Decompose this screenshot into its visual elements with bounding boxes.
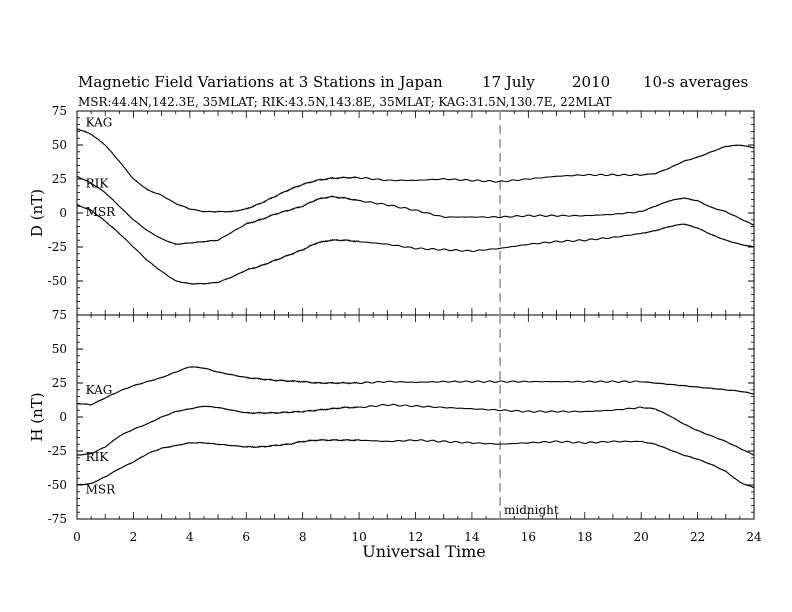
chart-title: Magnetic Field Variations at 3 Stations … [78,73,443,91]
h-ytick-label: -25 [48,444,67,458]
h-ytick-label: 75 [52,308,67,322]
h-ytick-label: -50 [48,478,67,492]
chart-year: 2010 [572,73,610,91]
x-tick-label: 18 [577,530,592,544]
d-axis-label: D (nT) [28,189,46,237]
h-ytick-label: 0 [59,410,67,424]
x-tick-label: 14 [464,530,480,544]
h-series-msr [76,438,755,489]
d-ytick-label: -25 [48,240,67,254]
x-tick-label: 16 [521,530,536,544]
x-tick-label: 6 [242,530,250,544]
midnight-label: midnight [504,503,559,517]
d-series-label-msr: MSR [86,205,117,219]
chart-averaging: 10-s averages [643,73,748,91]
station-coordinates: MSR:44.4N,142.3E, 35MLAT; RIK:43.5N,143.… [78,95,612,109]
d-panel-frame [76,110,755,316]
x-tick-label: 24 [746,530,762,544]
x-tick-label: 10 [351,530,366,544]
h-series-rik [76,403,754,456]
d-ytick-label: 0 [59,206,67,220]
h-ytick-label: -75 [48,512,67,526]
x-tick-label: 12 [408,530,423,544]
h-ytick-label: 25 [52,376,67,390]
d-series-label-rik: RIK [86,177,110,191]
d-series-rik [76,175,754,246]
h-series-label-kag: KAG [86,383,113,397]
d-ytick-label: 50 [52,138,67,152]
h-series-label-rik: RIK [86,450,110,464]
h-axis-label: H (nT) [28,392,46,441]
x-tick-label: 2 [130,530,138,544]
d-ytick-label: -50 [48,274,67,288]
x-tick-label: 4 [186,530,194,544]
x-axis-label: Universal Time [362,542,485,561]
x-tick-label: 22 [690,530,705,544]
d-series-kag [76,128,755,213]
h-series-label-msr: MSR [86,483,117,497]
x-tick-label: 8 [299,530,307,544]
d-series-label-kag: KAG [86,115,113,129]
d-ytick-label: 25 [52,172,67,186]
h-panel-frame [76,314,755,520]
x-tick-label: 20 [634,530,649,544]
h-series-kag [77,366,755,406]
d-series-msr [76,204,755,285]
d-ytick-label: 75 [52,104,67,118]
h-ytick-label: 50 [52,342,67,356]
chart-date: 17 July [482,73,535,91]
x-tick-label: 0 [73,530,81,544]
